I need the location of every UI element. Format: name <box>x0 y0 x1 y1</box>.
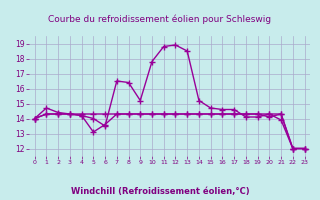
Text: Windchill (Refroidissement éolien,°C): Windchill (Refroidissement éolien,°C) <box>71 187 249 196</box>
Text: Courbe du refroidissement éolien pour Schleswig: Courbe du refroidissement éolien pour Sc… <box>48 14 272 23</box>
